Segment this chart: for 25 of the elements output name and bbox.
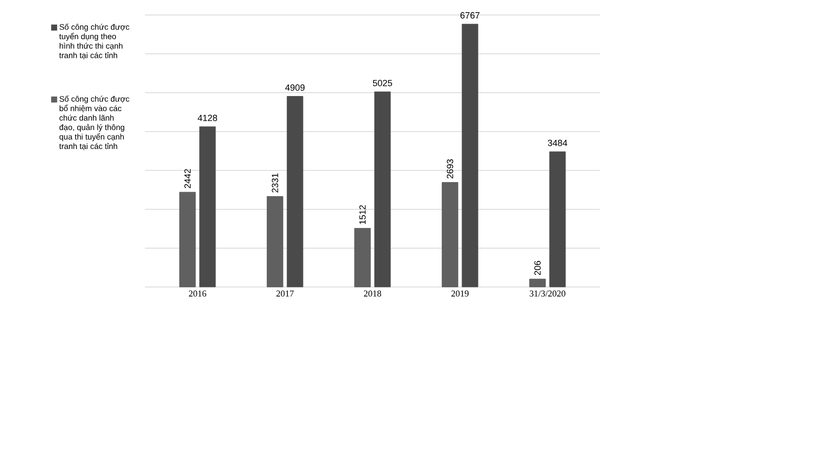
bar xyxy=(442,182,458,288)
bar xyxy=(179,192,196,288)
x-tick-label: 2018 xyxy=(364,290,382,297)
x-tick-label: 2017 xyxy=(276,290,294,297)
data-label: 206 xyxy=(534,260,541,276)
x-tick-label: 31/3/2020 xyxy=(530,290,566,297)
data-label: 1512 xyxy=(359,205,366,224)
bar xyxy=(529,278,546,288)
bar xyxy=(462,24,478,288)
bar xyxy=(549,151,566,288)
data-label: 6767 xyxy=(460,12,480,19)
x-tick-label: 2016 xyxy=(188,290,206,297)
data-label: 4128 xyxy=(198,114,218,122)
data-label: 2331 xyxy=(272,173,278,192)
data-label: 5025 xyxy=(372,80,392,86)
data-label: 3484 xyxy=(548,140,568,146)
bar xyxy=(374,92,391,288)
bar xyxy=(199,126,216,288)
bar xyxy=(286,96,304,288)
bar xyxy=(354,228,371,288)
bar xyxy=(266,196,284,288)
data-label: 4909 xyxy=(285,84,305,91)
data-label: 2693 xyxy=(446,159,454,178)
data-label: 2442 xyxy=(184,169,191,188)
x-tick-label: 2019 xyxy=(451,290,469,297)
